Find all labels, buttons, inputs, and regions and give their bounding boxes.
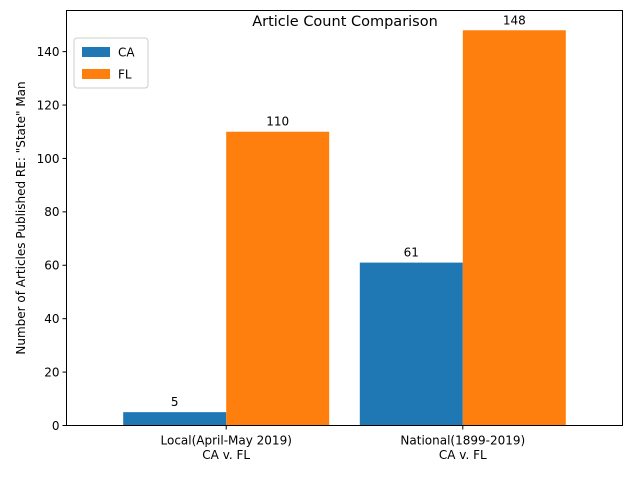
value-label-fl-1: 148	[503, 13, 526, 27]
bar-ca-1	[359, 262, 463, 426]
bar-fl-1	[462, 30, 566, 426]
y-tick-label: 140	[37, 45, 60, 59]
x-axis: Local(April-May 2019) CA v. FL National(18…	[161, 425, 525, 463]
y-axis-label: Number of Articles Published RE: "State"…	[14, 81, 28, 354]
legend-box	[73, 37, 149, 89]
y-tick-label: 80	[44, 205, 59, 219]
bar-fl-0	[226, 131, 330, 426]
y-tick-label: 20	[44, 365, 59, 379]
legend: CA FL	[73, 37, 149, 89]
y-axis: 0 20 40 60 80 100 120 140	[37, 45, 67, 433]
plot-frame	[66, 10, 623, 426]
y-tick-label: 60	[44, 259, 59, 273]
value-labels-group: 5 61 110 148	[171, 13, 526, 409]
bar-ca-0	[123, 412, 227, 426]
y-tick-label: 0	[52, 419, 60, 433]
x-tick-label-0: Local(April-May 2019) CA v. FL	[161, 434, 292, 463]
y-tick-label: 100	[37, 152, 60, 166]
value-label-ca-1: 61	[404, 246, 419, 260]
bars-group	[123, 30, 566, 426]
chart-title: Article Count Comparison	[252, 14, 438, 30]
legend-swatch-ca	[82, 47, 110, 57]
y-tick-label: 120	[37, 98, 60, 112]
legend-label-fl: FL	[118, 68, 132, 82]
legend-label-ca: CA	[118, 46, 135, 60]
legend-swatch-fl	[82, 69, 110, 79]
value-label-ca-0: 5	[171, 395, 179, 409]
value-label-fl-0: 110	[266, 115, 289, 129]
y-tick-label: 40	[44, 312, 59, 326]
x-tick-label-1: National(1899-2019) CA v. FL	[400, 434, 525, 463]
